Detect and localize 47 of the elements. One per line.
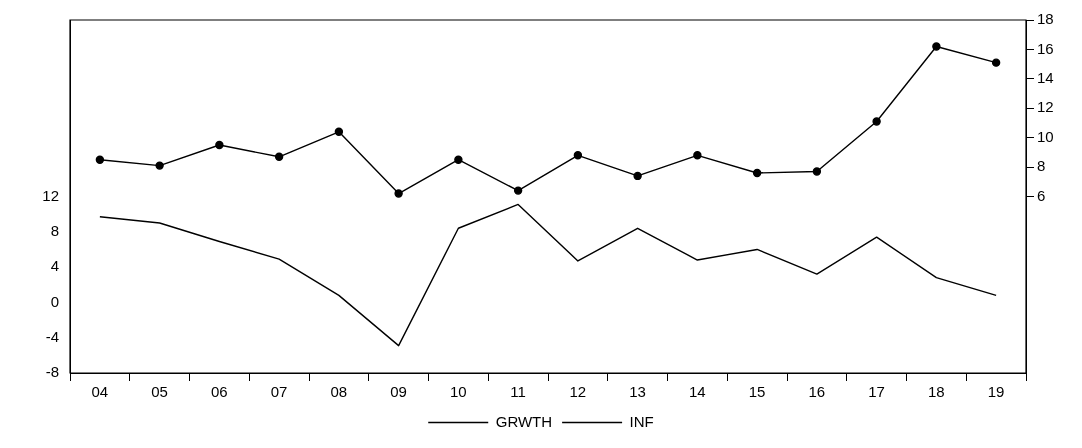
x-tick-label: 10 (450, 383, 467, 401)
y-tick-label: -4 (45, 327, 59, 345)
y2-tick-label: 8 (1037, 157, 1046, 175)
x-tick-label: 19 (987, 383, 1005, 401)
point (95, 155, 105, 164)
point (633, 171, 642, 181)
x-tick-label: 17 (868, 383, 885, 401)
legend-label: INF (629, 412, 654, 430)
y2-tick-label: 12 (1037, 98, 1054, 116)
point (752, 168, 762, 178)
legend-label: GRWTH (495, 412, 553, 430)
point (454, 155, 463, 164)
point (872, 117, 881, 126)
x-tick-label: 13 (629, 383, 646, 401)
y2-tick-label: 14 (1037, 68, 1054, 86)
x-tick-label: 15 (748, 383, 766, 401)
x-tick-label: 08 (330, 383, 348, 401)
point (394, 189, 403, 198)
y-tick-label: 4 (50, 257, 59, 275)
y-tick-label: 12 (42, 186, 59, 204)
x-tick-label: 11 (510, 383, 526, 401)
point (693, 151, 702, 160)
x-tick-label: 05 (151, 383, 168, 401)
x-tick-label: 04 (91, 383, 109, 401)
point (215, 140, 224, 150)
point (334, 127, 344, 136)
y2-tick-label: 10 (1037, 127, 1054, 145)
point (274, 152, 284, 161)
point (513, 186, 523, 195)
y-tick-label: -8 (45, 363, 59, 381)
y-tick-label: 0 (50, 292, 59, 310)
x-tick-label: 16 (808, 383, 826, 401)
y2-tick-label: 16 (1037, 39, 1054, 57)
point (932, 42, 941, 51)
y2-tick-label: 6 (1037, 186, 1046, 204)
point (991, 58, 1001, 67)
point (812, 167, 822, 176)
x-tick-label: 12 (569, 383, 587, 401)
y-tick-label: 8 (50, 221, 59, 239)
point (155, 161, 164, 170)
x-tick-label: 07 (270, 383, 288, 401)
x-tick-label: 18 (928, 383, 945, 401)
x-tick-label: 06 (211, 383, 228, 401)
point (573, 151, 583, 160)
x-tick-label: 14 (689, 383, 706, 401)
y2-tick-label: 18 (1037, 10, 1054, 28)
x-tick-label: 09 (390, 383, 407, 401)
